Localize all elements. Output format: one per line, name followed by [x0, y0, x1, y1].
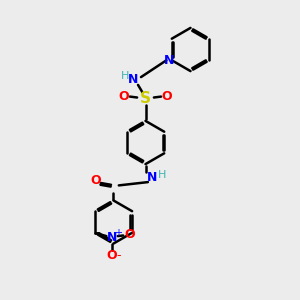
Text: O: O [90, 174, 101, 187]
Text: N: N [147, 171, 157, 184]
Text: S: S [140, 91, 151, 106]
Text: -: - [116, 249, 121, 262]
Text: N: N [164, 54, 174, 67]
Text: N: N [128, 73, 139, 86]
Text: O: O [124, 228, 134, 242]
Text: O: O [118, 90, 129, 104]
Text: +: + [114, 227, 122, 238]
Text: O: O [162, 90, 172, 104]
Text: N: N [106, 231, 117, 244]
Text: H: H [121, 71, 129, 81]
Text: H: H [158, 169, 166, 180]
Text: O: O [106, 249, 117, 262]
